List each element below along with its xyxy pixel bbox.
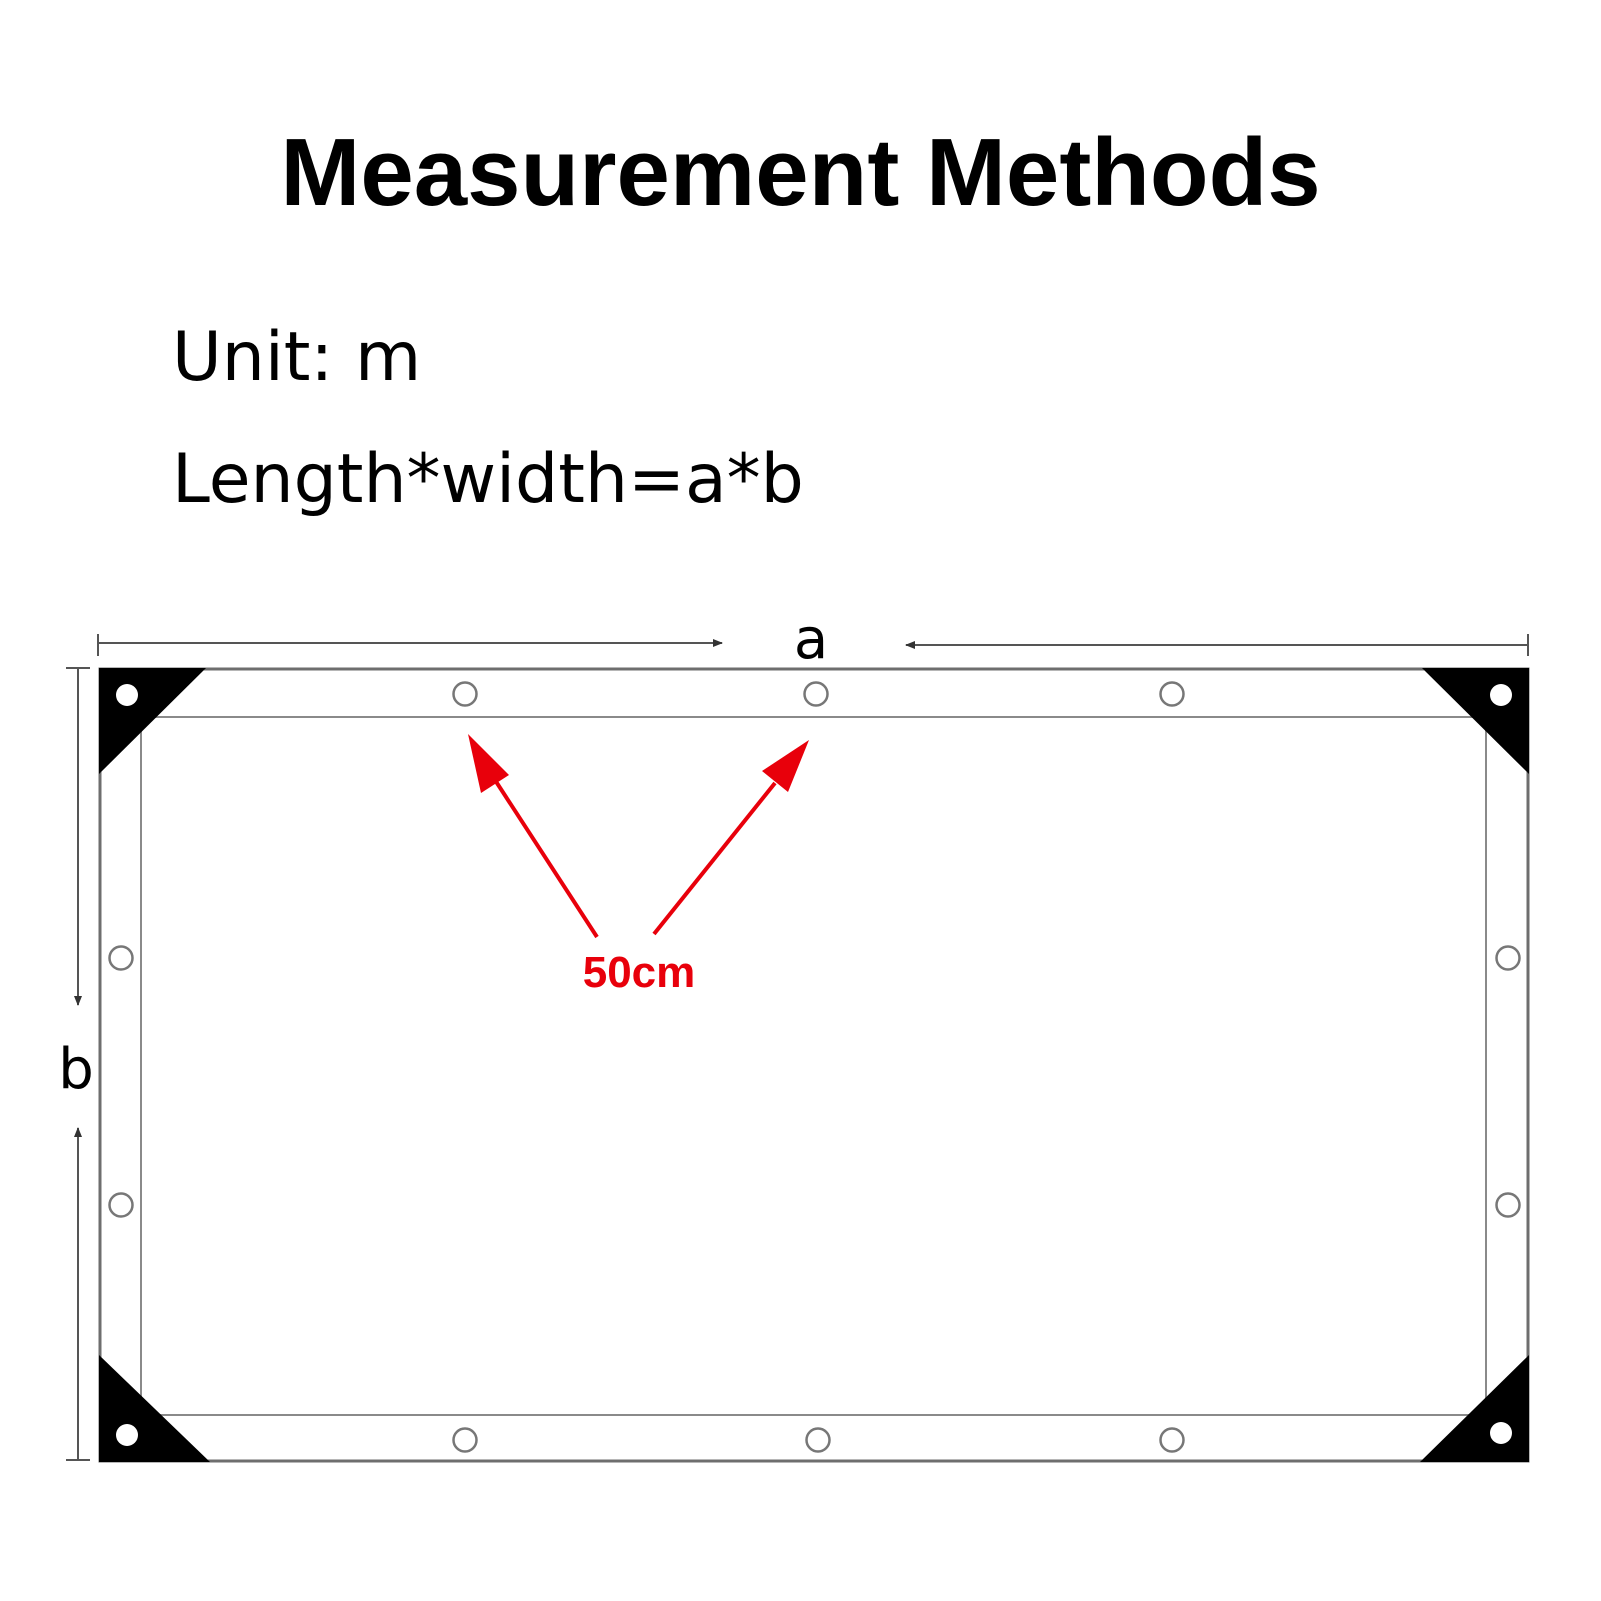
- grommet: [108, 945, 134, 971]
- edge-grommets: [108, 681, 1521, 1453]
- grommet: [452, 1427, 478, 1453]
- tarp-outline: [98, 667, 1530, 1463]
- corner-patch-top-left: [99, 668, 206, 774]
- grommet: [803, 681, 829, 707]
- grommet: [1159, 1427, 1185, 1453]
- corner-grommet-bottom-right: [1490, 1422, 1512, 1444]
- corner-grommet-bottom-left: [116, 1424, 138, 1446]
- grommet: [1495, 945, 1521, 971]
- grommet: [108, 1192, 134, 1218]
- corner-patch-top-right: [1422, 668, 1529, 774]
- page-title: Measurement Methods: [280, 119, 1321, 226]
- spacing-arrow-right-head: [762, 740, 809, 792]
- grommet: [452, 681, 478, 707]
- corner-patch-bottom-left: [99, 1355, 210, 1462]
- length-label: a: [794, 607, 828, 672]
- corner-patches: [99, 668, 1529, 1462]
- spacing-arrow-left-head: [468, 734, 509, 793]
- corner-grommet-top-right: [1490, 684, 1512, 706]
- grommet: [1159, 681, 1185, 707]
- grommet: [1495, 1192, 1521, 1218]
- corner-patch-bottom-right: [1420, 1355, 1529, 1462]
- spacing-label: 50cm: [583, 948, 696, 997]
- spacing-annotation: 50cm: [468, 734, 809, 997]
- unit-text: Unit: m: [172, 318, 422, 397]
- tarp-outer-edge: [98, 667, 1530, 1463]
- spacing-arrow-right-shaft: [652, 781, 777, 936]
- formula-text: Length*width=a*b: [172, 440, 804, 519]
- spacing-arrow-left-shaft: [493, 778, 599, 939]
- width-dimension: b: [58, 667, 94, 1461]
- corner-grommet-top-left: [116, 684, 138, 706]
- grommet: [805, 1427, 831, 1453]
- length-dimension: a: [97, 607, 1529, 672]
- width-label: b: [58, 1037, 94, 1102]
